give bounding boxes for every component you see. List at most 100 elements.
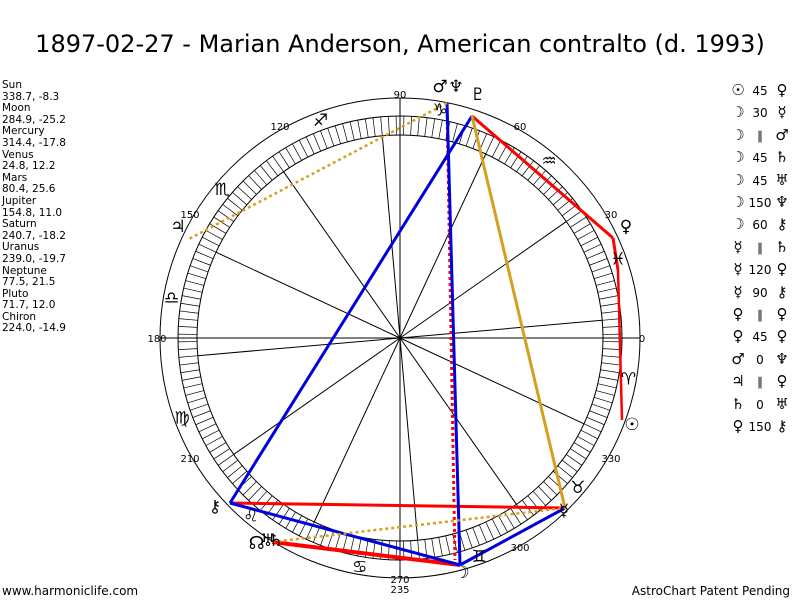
aspect-planet-b: ♀ bbox=[776, 260, 788, 279]
aspect-line-blue bbox=[459, 506, 566, 567]
aspect-planet-b: ♆ bbox=[775, 193, 789, 212]
degree-tick bbox=[292, 515, 302, 533]
taurus-icon: ♉ bbox=[570, 478, 585, 498]
moon-icon: ☽ bbox=[454, 563, 469, 583]
degree-tick bbox=[185, 280, 205, 286]
aspect-value: ∥ bbox=[757, 240, 763, 255]
degree-tick bbox=[566, 210, 583, 222]
degree-tick bbox=[491, 140, 502, 158]
aspect-value: ∥ bbox=[757, 308, 763, 323]
degree-tick bbox=[298, 140, 309, 158]
node-icon: ☊ bbox=[249, 533, 265, 554]
planet-coords: 284.9, -25.2 bbox=[2, 113, 66, 126]
degree-tick bbox=[573, 223, 591, 234]
aspect-line-blue bbox=[445, 102, 462, 566]
sun-icon: ☉ bbox=[624, 415, 639, 435]
planet-coords: 24.8, 12.2 bbox=[2, 160, 56, 173]
aspect-value: 0 bbox=[756, 352, 764, 367]
scorpio-icon: ♏ bbox=[215, 180, 230, 200]
degree-tick bbox=[491, 518, 502, 536]
degree-tick bbox=[510, 151, 522, 168]
degree-label: 270 bbox=[390, 575, 409, 586]
degree-tick bbox=[179, 362, 199, 366]
aspect-line-red bbox=[471, 114, 614, 240]
planet-name: Moon bbox=[2, 102, 31, 115]
website-link[interactable]: www.harmoniclife.com bbox=[2, 584, 139, 598]
degree-tick bbox=[285, 147, 296, 165]
house-cusp-line bbox=[197, 337, 401, 357]
aspect-value: 45 bbox=[752, 173, 768, 188]
degree-tick bbox=[577, 230, 595, 240]
degree-tick bbox=[192, 258, 211, 266]
aspect-planet-a: ♄ bbox=[731, 394, 745, 413]
degree-tick bbox=[179, 310, 199, 314]
degree-tick bbox=[232, 192, 248, 206]
aspect-line-red bbox=[611, 237, 620, 271]
degree-tick bbox=[552, 192, 568, 206]
aspect-row: ☽ 45 ♅ bbox=[728, 170, 792, 192]
pisces-icon: ♓ bbox=[610, 250, 625, 270]
aspect-planet-b: ♀ bbox=[776, 372, 788, 391]
planet-coords: 224.0, -14.9 bbox=[2, 322, 66, 335]
aspect-line-gold bbox=[470, 115, 567, 509]
aspect-planet-a: ☽ bbox=[731, 103, 745, 122]
degree-tick bbox=[320, 130, 328, 149]
degree-tick bbox=[380, 116, 383, 136]
planet-name: Jupiter bbox=[2, 194, 37, 207]
degree-tick bbox=[248, 175, 262, 190]
degree-tick bbox=[242, 481, 257, 496]
aspect-line-red bbox=[616, 269, 624, 421]
patent-notice: AstroChart Patent Pending bbox=[631, 584, 790, 598]
house-cusp-line bbox=[381, 135, 401, 339]
cancer-icon: ♋ bbox=[352, 557, 367, 577]
degree-tick bbox=[278, 151, 290, 168]
aspect-row: ☿ 90 ⚷ bbox=[728, 282, 792, 304]
planet-name: Neptune bbox=[2, 264, 47, 277]
venus-icon: ♀ bbox=[620, 217, 632, 237]
degree-tick bbox=[583, 243, 602, 253]
aspect-planet-b: ☿ bbox=[777, 103, 787, 122]
degree-tick bbox=[298, 518, 309, 536]
aspect-line-red bbox=[271, 540, 461, 567]
aspect-planet-b: ⚷ bbox=[776, 215, 788, 234]
neptune-icon: ♆ bbox=[448, 77, 463, 97]
degree-tick bbox=[182, 376, 201, 381]
degree-tick bbox=[452, 123, 458, 143]
degree-tick bbox=[589, 410, 608, 418]
degree-label: 210 bbox=[180, 454, 199, 465]
degree-tick bbox=[589, 258, 608, 266]
degree-tick bbox=[202, 236, 220, 247]
degree-tick bbox=[205, 230, 223, 240]
degree-tick bbox=[320, 527, 328, 546]
degree-tick bbox=[222, 459, 239, 472]
aspect-planet-b: ♅ bbox=[775, 170, 789, 189]
degree-tick bbox=[561, 459, 578, 472]
degree-label: 235 bbox=[390, 585, 409, 596]
sagittarius-icon: ♐ bbox=[313, 111, 328, 131]
degree-tick bbox=[417, 540, 420, 560]
aspect-planet-a: ♂ bbox=[731, 349, 745, 368]
aspect-row: ♀ 150 ⚷ bbox=[728, 416, 792, 438]
degree-tick bbox=[327, 127, 335, 147]
planet-name: Venus bbox=[2, 148, 34, 161]
house-cusp-line bbox=[399, 337, 585, 425]
aspect-value: ∥ bbox=[757, 128, 763, 143]
degree-tick bbox=[591, 403, 611, 411]
degree-tick bbox=[602, 355, 622, 358]
degree-tick bbox=[312, 133, 322, 152]
degree-tick bbox=[202, 429, 220, 440]
degree-tick bbox=[237, 186, 252, 200]
degree-tick bbox=[597, 287, 617, 293]
mercury-icon: ☿ bbox=[559, 501, 569, 521]
degree-label: 330 bbox=[601, 454, 620, 465]
degree-tick bbox=[254, 170, 268, 186]
degree-tick bbox=[195, 416, 214, 426]
planet-coords: 338.7, -8.3 bbox=[2, 90, 60, 103]
aspect-value: 45 bbox=[752, 151, 768, 166]
degree-tick bbox=[327, 529, 335, 549]
house-cusp-line bbox=[399, 337, 517, 505]
aspect-planet-b: ♀ bbox=[776, 327, 788, 346]
degree-tick bbox=[516, 155, 528, 172]
degree-tick bbox=[232, 470, 248, 484]
planet-position-list: Sun 338.7, -8.3 Moon 284.9, -25.2 Mercury 314… bbox=[2, 79, 66, 335]
